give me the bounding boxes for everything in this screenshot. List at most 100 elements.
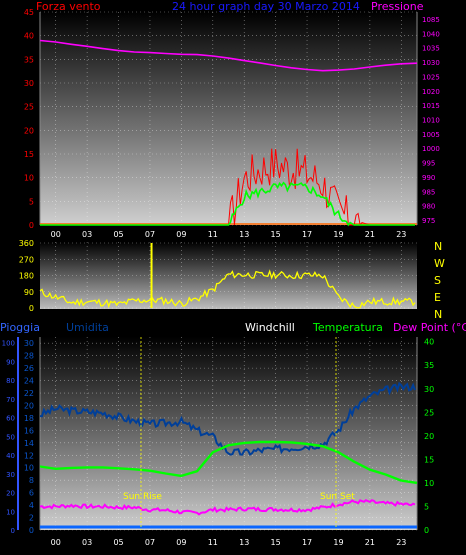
humidity-axis-tick-label: 6	[29, 489, 34, 498]
pressure-axis-tick-label: 1030	[422, 59, 440, 67]
bottom-x-tick-label: 11	[208, 538, 218, 547]
temperature-axis-tick-label: 35	[424, 361, 434, 370]
humidity-line	[39, 381, 416, 456]
bottom-x-tick-label: 19	[333, 538, 343, 547]
top-x-tick-label: 15	[271, 230, 281, 239]
pressure-axis-tick-label: 980	[422, 203, 435, 211]
top-plot-area	[40, 12, 417, 225]
bottom-x-tick-label: 09	[176, 538, 186, 547]
temperature-title: Temperatura	[312, 321, 383, 334]
wind-axis-tick-label: 25	[24, 103, 34, 112]
pressure-axis-tick-label: 1035	[422, 45, 440, 53]
bottom-x-tick-label: 05	[113, 538, 123, 547]
humidity-title: Umidita	[66, 321, 109, 334]
direction-axis-tick-label: 0	[29, 304, 34, 313]
direction-axis-tick-label: 180	[19, 272, 34, 281]
wind-axis-tick-label: 15	[24, 150, 34, 159]
humidity-axis-tick-label: 26	[24, 364, 34, 373]
top-x-tick-label: 07	[145, 230, 155, 239]
pressure-axis-tick-label: 1085	[422, 16, 440, 24]
sunset-label: Sun Set	[320, 492, 355, 502]
dewpoint-line	[39, 499, 416, 516]
temperature-line	[39, 440, 418, 485]
wind-axis-tick-label: 0	[29, 221, 34, 230]
wind-axis-tick-label: 30	[24, 79, 34, 88]
windchill-title: Windchill	[245, 321, 295, 334]
compass-n-top: N	[434, 240, 442, 253]
pressure-axis-tick-label: 1005	[422, 131, 440, 139]
top-x-tick-label: 03	[82, 230, 92, 239]
bottom-plot-area	[40, 337, 417, 530]
temperature-axis-tick-label: 10	[424, 479, 434, 488]
humidity-axis-tick-label: 0	[29, 526, 34, 535]
top-x-tick-label: 19	[333, 230, 343, 239]
wind-direction-line	[39, 269, 416, 309]
top-x-tick-label: 21	[365, 230, 375, 239]
pressure-title: Pressione	[371, 0, 424, 13]
wind-axis-tick-label: 35	[24, 55, 34, 64]
pressure-axis-tick-label: 1000	[422, 145, 440, 153]
humidity-axis-tick-label: 10	[24, 464, 34, 473]
top-x-tick-label: 05	[113, 230, 123, 239]
humidity-axis-tick-label: 22	[24, 389, 34, 398]
bottom-x-tick-label: 23	[396, 538, 406, 547]
humidity-axis-tick-label: 2	[29, 514, 34, 523]
temperature-axis-tick-label: 20	[424, 432, 434, 441]
rain-axis-tick-label: 0	[11, 527, 15, 535]
bottom-x-tick-label: 13	[239, 538, 249, 547]
top-x-tick-label: 23	[396, 230, 406, 239]
pressure-axis-tick-label: 995	[422, 160, 435, 168]
wind-axis-tick-label: 10	[24, 174, 34, 183]
temperature-axis-tick-label: 30	[424, 385, 434, 394]
humidity-axis-tick-label: 12	[24, 451, 34, 460]
bottom-x-tick-label: 00	[51, 538, 61, 547]
temperature-axis-tick-label: 5	[424, 502, 429, 511]
bottom-x-tick-label: 17	[302, 538, 312, 547]
sunrise-label: Sun Rise	[123, 492, 162, 502]
pressure-axis-tick-label: 1015	[422, 102, 440, 110]
humidity-axis-tick-label: 8	[29, 476, 34, 485]
top-x-tick-label: 09	[176, 230, 186, 239]
wind-axis-tick-label: 20	[24, 126, 34, 135]
top-x-tick-label: 11	[208, 230, 218, 239]
pressure-line	[39, 39, 418, 72]
compass-n-bottom: N	[434, 308, 442, 321]
wind-axis-tick-label: 45	[24, 8, 34, 17]
pressure-axis-tick-label: 1020	[422, 88, 440, 96]
humidity-axis-tick-label: 14	[24, 439, 34, 448]
humidity-axis-tick-label: 4	[29, 501, 34, 510]
humidity-axis-tick-label: 18	[24, 414, 34, 423]
chart-title: 24 hour graph day 30 Marzo 2014	[172, 0, 360, 13]
wind-axis-tick-label: 40	[24, 32, 34, 41]
compass-s: S	[434, 274, 441, 287]
bottom-x-tick-label: 21	[365, 538, 375, 547]
pressure-axis-tick-label: 1010	[422, 117, 440, 125]
humidity-axis-tick-label: 24	[24, 377, 34, 386]
rain-axis-tick-label: 90	[6, 358, 15, 366]
rain-axis-tick-label: 20	[6, 490, 15, 498]
rain-axis-tick-label: 70	[6, 396, 15, 404]
wind-axis-tick-label: 5	[29, 197, 34, 206]
pressure-axis-tick-label: 1040	[422, 30, 440, 38]
dewpoint-title: Dew Point (°C)	[393, 321, 466, 334]
bottom-x-tick-label: 03	[82, 538, 92, 547]
humidity-axis-tick-label: 16	[24, 426, 34, 435]
direction-axis-tick-label: 360	[19, 239, 34, 248]
direction-axis-tick-label: 270	[19, 255, 34, 264]
humidity-axis-tick-label: 20	[24, 401, 34, 410]
humidity-axis-tick-label: 28	[24, 352, 34, 361]
humidity-axis-tick-label: 30	[24, 339, 34, 348]
rain-axis-tick-label: 50	[6, 433, 15, 441]
temperature-axis-tick-label: 0	[424, 526, 429, 535]
rain-axis-tick-label: 100	[2, 340, 15, 348]
rain-axis-tick-label: 40	[6, 452, 15, 460]
pressure-axis-tick-label: 985	[422, 188, 435, 196]
bottom-x-tick-label: 15	[271, 538, 281, 547]
wind-average-line	[40, 181, 415, 227]
compass-w: W	[434, 257, 445, 270]
top-x-tick-label: 00	[51, 230, 61, 239]
rain-axis-tick-label: 60	[6, 415, 15, 423]
pressure-axis-tick-label: 990	[422, 174, 435, 182]
rain-title: Pioggia	[0, 321, 40, 334]
